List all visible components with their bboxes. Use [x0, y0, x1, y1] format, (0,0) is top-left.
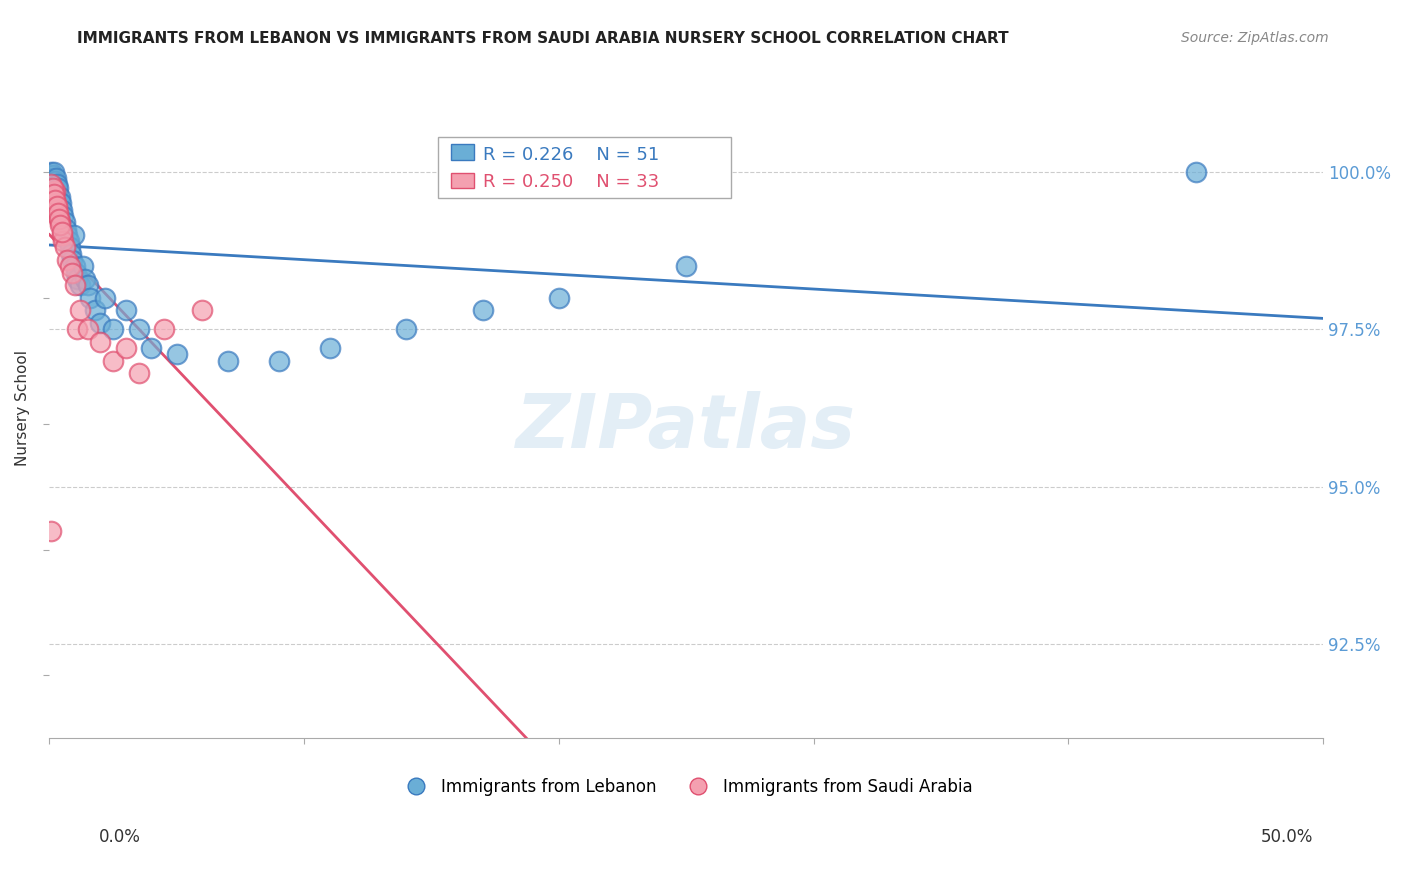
Point — [41, 178, 63, 192]
Point — [76, 278, 98, 293]
Point — [48, 212, 70, 227]
Point — [89, 334, 111, 349]
Point — [52, 209, 75, 223]
Bar — [451, 173, 474, 188]
Point — [51, 202, 73, 217]
Point — [45, 196, 67, 211]
Point — [39, 524, 62, 538]
Point — [46, 190, 69, 204]
Bar — [437, 137, 731, 198]
Point — [89, 316, 111, 330]
Point — [42, 190, 65, 204]
Point — [56, 227, 79, 242]
Point — [60, 252, 83, 267]
Point — [59, 260, 82, 274]
Point — [72, 260, 94, 274]
Point — [45, 199, 67, 213]
Point — [548, 291, 571, 305]
Point — [44, 193, 66, 207]
Point — [42, 178, 65, 192]
Point — [65, 266, 87, 280]
Point — [63, 260, 86, 274]
Point — [217, 353, 239, 368]
Point — [48, 215, 70, 229]
Point — [46, 202, 69, 217]
Text: 0.0%: 0.0% — [98, 828, 141, 846]
Point — [41, 165, 63, 179]
Point — [675, 260, 697, 274]
Legend: Immigrants from Lebanon, Immigrants from Saudi Arabia: Immigrants from Lebanon, Immigrants from… — [392, 772, 980, 803]
Text: IMMIGRANTS FROM LEBANON VS IMMIGRANTS FROM SAUDI ARABIA NURSERY SCHOOL CORRELATI: IMMIGRANTS FROM LEBANON VS IMMIGRANTS FR… — [77, 31, 1010, 46]
Point — [128, 322, 150, 336]
Point — [44, 180, 66, 194]
Point — [39, 171, 62, 186]
Point — [42, 165, 65, 179]
Point — [53, 215, 76, 229]
Point — [63, 278, 86, 293]
Point — [49, 196, 72, 211]
Text: R = 0.250    N = 33: R = 0.250 N = 33 — [482, 173, 659, 191]
Point — [44, 174, 66, 188]
Bar — [451, 145, 474, 160]
Point — [79, 291, 101, 305]
Point — [153, 322, 176, 336]
Point — [56, 252, 79, 267]
Point — [75, 272, 97, 286]
Text: 50.0%: 50.0% — [1260, 828, 1313, 846]
Point — [46, 206, 69, 220]
Point — [115, 303, 138, 318]
Point — [41, 180, 63, 194]
Point — [267, 353, 290, 368]
Point — [45, 184, 67, 198]
Point — [51, 225, 73, 239]
Text: Source: ZipAtlas.com: Source: ZipAtlas.com — [1181, 31, 1329, 45]
Point — [55, 221, 77, 235]
Point — [41, 174, 63, 188]
Point — [42, 186, 65, 201]
Point — [53, 240, 76, 254]
Point — [41, 196, 63, 211]
Point — [141, 341, 163, 355]
Point — [191, 303, 214, 318]
Point — [42, 171, 65, 186]
Point — [44, 184, 66, 198]
Point — [48, 209, 70, 223]
Point — [318, 341, 340, 355]
Point — [395, 322, 418, 336]
Point — [101, 322, 124, 336]
Point — [58, 234, 80, 248]
Point — [66, 322, 89, 336]
Point — [76, 322, 98, 336]
Point — [48, 196, 70, 211]
Point — [128, 367, 150, 381]
Point — [115, 341, 138, 355]
Point — [94, 291, 117, 305]
Text: R = 0.226    N = 51: R = 0.226 N = 51 — [482, 145, 659, 163]
Y-axis label: Nursery School: Nursery School — [15, 350, 30, 466]
Point — [1184, 165, 1206, 179]
Point — [69, 278, 91, 293]
Point — [51, 227, 73, 242]
Point — [60, 266, 83, 280]
Point — [48, 190, 70, 204]
Point — [49, 219, 72, 233]
Point — [60, 246, 83, 260]
Point — [41, 168, 63, 182]
Point — [52, 234, 75, 248]
Point — [471, 303, 494, 318]
Point — [48, 180, 70, 194]
Point — [84, 303, 107, 318]
Point — [166, 347, 188, 361]
Point — [46, 178, 69, 192]
Point — [45, 171, 67, 186]
Point — [62, 227, 84, 242]
Point — [59, 240, 82, 254]
Point — [66, 272, 89, 286]
Text: ZIPatlas: ZIPatlas — [516, 392, 856, 464]
Point — [101, 353, 124, 368]
Point — [69, 303, 91, 318]
